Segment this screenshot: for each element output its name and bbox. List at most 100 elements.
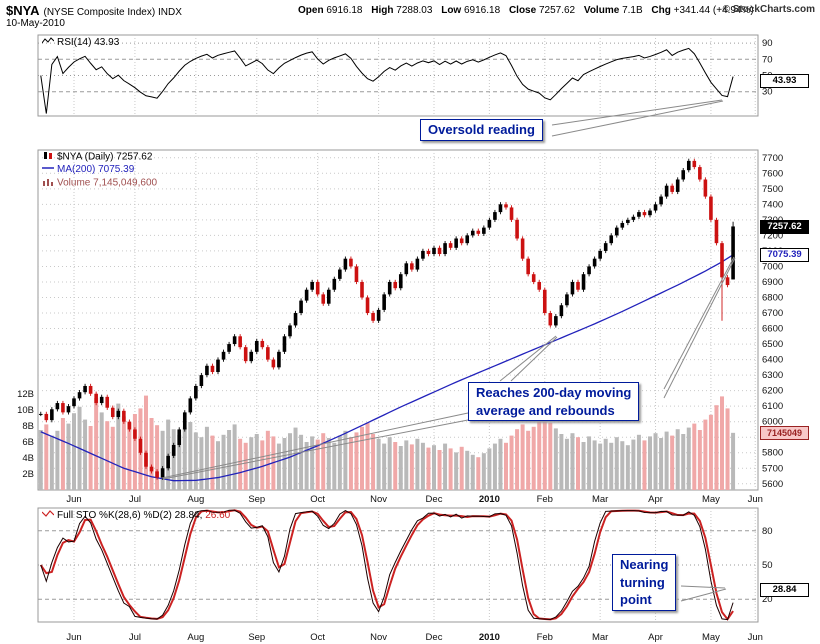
svg-text:6800: 6800: [762, 292, 783, 303]
ma-legend: MA(200) 7075.39: [42, 164, 134, 175]
rsi-line-icon: [41, 37, 55, 48]
chg-label: Chg: [651, 5, 671, 16]
stockcharts-copyright-link[interactable]: © StockCharts.com: [722, 4, 815, 15]
svg-text:May: May: [702, 632, 720, 643]
svg-text:5800: 5800: [762, 448, 783, 459]
svg-text:10B: 10B: [17, 405, 34, 416]
svg-text:70: 70: [762, 54, 773, 65]
svg-text:Sep: Sep: [248, 632, 265, 643]
low-label: Low: [441, 5, 462, 16]
svg-text:50: 50: [762, 560, 773, 571]
oversold-annotation-text: Oversold reading: [428, 122, 535, 137]
oversold-annotation: Oversold reading: [420, 119, 543, 141]
svg-text:6700: 6700: [762, 308, 783, 319]
high-label: High: [371, 5, 394, 16]
svg-text:Jun: Jun: [748, 632, 763, 643]
svg-text:Nov: Nov: [370, 632, 387, 643]
svg-text:7600: 7600: [762, 168, 783, 179]
turning-line1: Nearing: [620, 557, 669, 572]
volume-value-box: 7145049: [760, 426, 809, 440]
volume-value: 7.1B: [622, 5, 643, 16]
close-label: Close: [508, 5, 537, 16]
volume-legend-label: Volume 7,145,049,600: [57, 177, 158, 189]
svg-text:Mar: Mar: [592, 494, 608, 505]
turning-point-annotation: Nearing turning point: [612, 554, 677, 611]
low-value: 6916.18: [464, 5, 501, 16]
volume-bars: [38, 395, 736, 490]
annotation-pointer-lines: [161, 99, 736, 602]
svg-text:6400: 6400: [762, 355, 783, 366]
quote-line: Open 6916.18 High 7288.03 Low 6916.18 Cl…: [292, 5, 754, 16]
svg-text:6600: 6600: [762, 324, 783, 335]
sto-line-icon: [41, 510, 55, 521]
svg-text:2B: 2B: [22, 469, 34, 480]
candlestick-icon: [42, 151, 54, 163]
svg-text:Aug: Aug: [187, 494, 204, 505]
sto-legend-label: Full STO %K(28,6) %D(2) 28.84,: [57, 510, 203, 522]
svg-text:6000: 6000: [762, 417, 783, 428]
svg-text:5600: 5600: [762, 479, 783, 490]
svg-text:Jul: Jul: [129, 494, 141, 505]
svg-text:Feb: Feb: [537, 632, 553, 643]
chg-value: +341.44 (+4.94%): [673, 5, 754, 16]
svg-text:6500: 6500: [762, 339, 783, 350]
sto-last-value-box: 28.84: [760, 583, 809, 597]
svg-text:6900: 6900: [762, 277, 783, 288]
svg-text:Dec: Dec: [426, 632, 443, 643]
symbol-title: $NYA (NYSE Composite Index) INDX: [6, 3, 182, 18]
high-value: 7288.03: [396, 5, 433, 16]
ma-rebound-annotation: Reaches 200-day moving average and rebou…: [468, 382, 640, 422]
svg-text:7200: 7200: [762, 230, 783, 241]
ma-line-icon: [42, 164, 54, 175]
close-value: 7257.62: [538, 5, 576, 16]
svg-text:30: 30: [762, 87, 773, 98]
sto-legend: Full STO %K(28,6) %D(2) 28.84, 26.60: [41, 510, 231, 522]
svg-text:Mar: Mar: [592, 632, 608, 643]
symbol: $NYA: [6, 3, 40, 18]
rsi-line: [40, 47, 734, 114]
svg-text:7500: 7500: [762, 184, 783, 195]
ma-rebound-line2: average and rebounds: [476, 402, 615, 418]
svg-text:5700: 5700: [762, 463, 783, 474]
ma200-line: [40, 254, 734, 482]
candlesticks: [38, 158, 735, 480]
ma-legend-label: MA(200) 7075.39: [57, 164, 135, 176]
ma-value-box: 7075.39: [760, 248, 809, 262]
svg-text:6300: 6300: [762, 370, 783, 381]
svg-text:Sep: Sep: [248, 494, 265, 505]
ma-rebound-line1: Reaches 200-day moving: [476, 385, 632, 400]
price-legend: $NYA (Daily) 7257.62: [42, 151, 152, 163]
chart-date: 10-May-2010: [6, 18, 65, 29]
svg-text:Dec: Dec: [426, 494, 443, 505]
svg-text:Jul: Jul: [129, 632, 141, 643]
svg-text:12B: 12B: [17, 389, 34, 400]
svg-text:6B: 6B: [22, 437, 34, 448]
volume-bars-icon: [42, 177, 54, 189]
last-price-box: 7257.62: [760, 220, 809, 234]
svg-text:7700: 7700: [762, 153, 783, 164]
volume-label: Volume: [583, 5, 620, 16]
sto-d-value: 26.60: [205, 510, 231, 522]
svg-text:Nov: Nov: [370, 494, 387, 505]
open-value: 6916.18: [326, 5, 363, 16]
svg-text:2010: 2010: [479, 632, 500, 643]
svg-text:Jun: Jun: [66, 632, 81, 643]
svg-text:Jun: Jun: [66, 494, 81, 505]
svg-text:6100: 6100: [762, 401, 783, 412]
svg-text:Oct: Oct: [310, 632, 325, 643]
svg-text:May: May: [702, 494, 720, 505]
rsi-legend-label: RSI(14) 43.93: [57, 37, 120, 49]
svg-text:7000: 7000: [762, 261, 783, 272]
turning-line3: point: [620, 592, 652, 608]
price-legend-label: $NYA (Daily) 7257.62: [57, 151, 153, 163]
volume-legend: Volume 7,145,049,600: [42, 177, 157, 189]
svg-text:7400: 7400: [762, 199, 783, 210]
svg-text:Feb: Feb: [537, 494, 553, 505]
svg-text:90: 90: [762, 38, 773, 49]
svg-text:8B: 8B: [22, 421, 34, 432]
svg-text:6200: 6200: [762, 386, 783, 397]
svg-text:2010: 2010: [479, 494, 500, 505]
rsi-last-value-box: 43.93: [760, 74, 809, 88]
